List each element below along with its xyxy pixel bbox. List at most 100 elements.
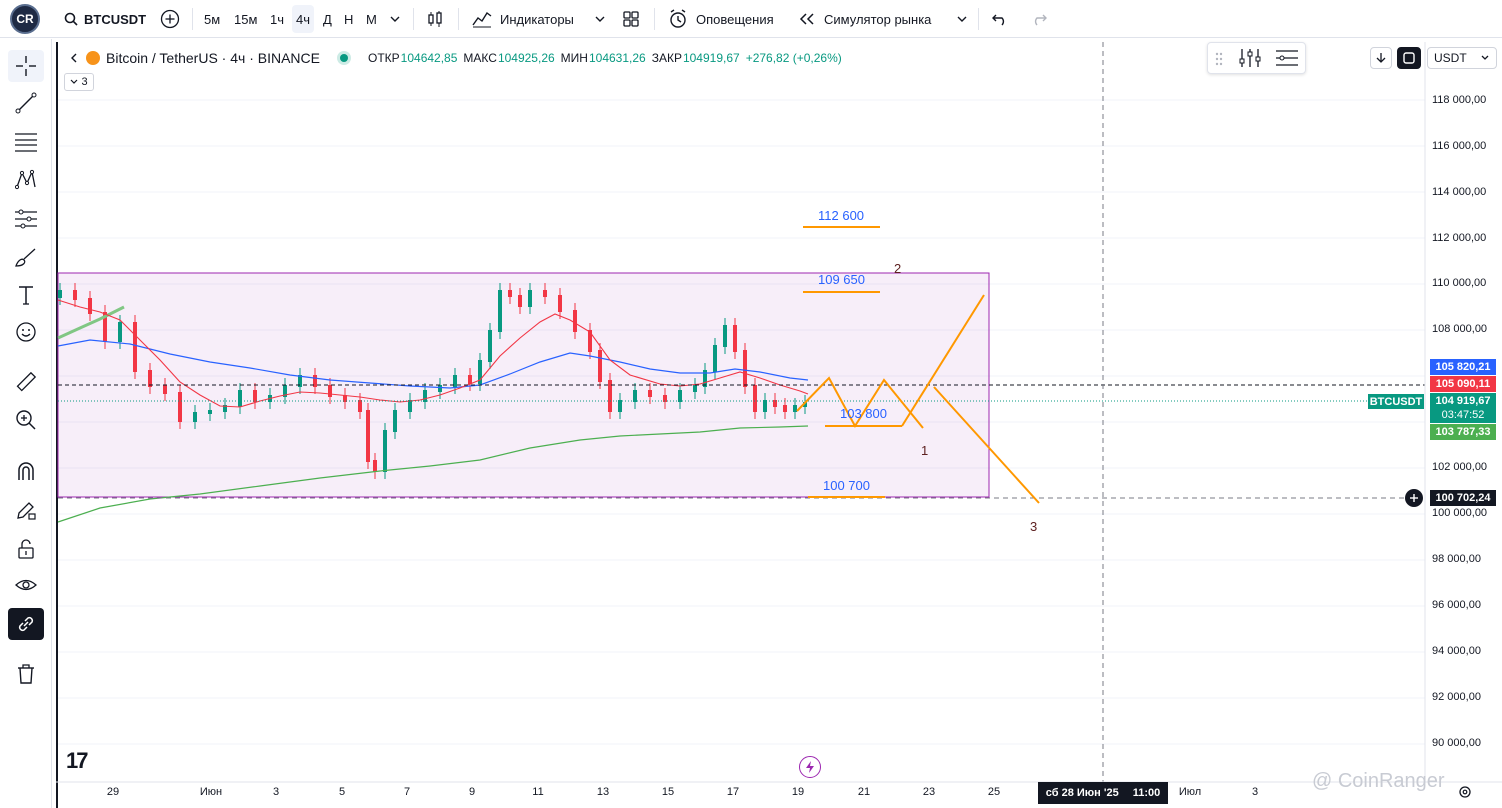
candle-body: [488, 330, 492, 362]
candle-body: [328, 385, 332, 397]
projection-path-3[interactable]: [933, 386, 1040, 504]
measure-tool[interactable]: [8, 366, 44, 398]
wave-label-2[interactable]: 2: [894, 261, 902, 276]
candle-body: [423, 390, 427, 402]
interval-5m[interactable]: 5м: [204, 11, 221, 27]
brush-tool[interactable]: [8, 241, 44, 273]
candle-body: [598, 350, 602, 382]
price-label: 98 000,00: [1432, 553, 1481, 565]
redo-button[interactable]: [1030, 0, 1048, 38]
currency-select[interactable]: USDT: [1427, 47, 1497, 69]
candle-body: [283, 385, 287, 397]
candle-body: [608, 380, 612, 412]
zoom-tool[interactable]: [8, 404, 44, 436]
candle-body: [743, 350, 747, 387]
price-label: 114 000,00: [1432, 186, 1487, 198]
close-label: ЗАКР: [651, 51, 682, 65]
level-label-112600[interactable]: 112 600: [818, 208, 865, 223]
price-label: 90 000,00: [1432, 737, 1481, 749]
ma-slow-segment: [57, 305, 125, 340]
candle-body: [618, 400, 622, 412]
indicators-button[interactable]: Индикаторы: [472, 0, 574, 38]
projection-tool[interactable]: [8, 203, 44, 235]
sync-drawings-tool[interactable]: [8, 608, 44, 640]
interval-1mo[interactable]: М: [366, 11, 377, 27]
chart-type-button[interactable]: [426, 0, 444, 38]
pattern-tool[interactable]: [8, 164, 44, 196]
legend-title[interactable]: Bitcoin / TetherUS · 4ч · BINANCE: [106, 50, 320, 66]
replay-label: Симулятор рынка: [824, 11, 932, 27]
lock-drawings-tool[interactable]: [8, 494, 44, 526]
time-label: 11: [532, 786, 544, 798]
crosshair-time-tag: сб 28 Июн '25 11:00: [1038, 782, 1168, 804]
emoji-tool[interactable]: [8, 316, 44, 348]
drag-handle-icon[interactable]: [1214, 51, 1224, 67]
projection-path[interactable]: [796, 376, 924, 429]
interval-4h[interactable]: 4ч: [292, 5, 315, 33]
interval-1d[interactable]: Д: [323, 11, 332, 27]
symbol-search[interactable]: BTCUSDT: [64, 0, 146, 38]
trend-line-tool[interactable]: [8, 87, 44, 119]
lock-all-tool[interactable]: [8, 533, 44, 565]
crosshair-icon: [16, 56, 36, 76]
candle-body: [753, 385, 757, 412]
events-button[interactable]: [799, 756, 821, 778]
ma-fast-price-tag: 105 090,11: [1430, 376, 1496, 392]
text-tool[interactable]: [8, 279, 44, 311]
wave-label-3[interactable]: 3: [1030, 519, 1038, 534]
projection-path-2[interactable]: [901, 294, 985, 427]
candle-body: [573, 310, 577, 332]
market-status-dot: [340, 54, 348, 62]
grid-icon: [623, 11, 639, 27]
time-label: 21: [857, 786, 871, 798]
gear-icon: [1459, 786, 1471, 798]
replay-button[interactable]: Симулятор рынка: [798, 0, 931, 38]
brush-icon: [15, 248, 36, 267]
candle-body: [343, 395, 347, 402]
replay-dropdown[interactable]: [956, 0, 968, 38]
level-label-103800[interactable]: 103 800: [840, 406, 887, 421]
price-label: 116 000,00: [1432, 140, 1487, 152]
time-label: 17: [726, 786, 740, 798]
text-icon: [19, 286, 33, 305]
scroll-to-realtime-button[interactable]: [1370, 47, 1392, 69]
settings-sliders-icon[interactable]: [1238, 47, 1262, 69]
user-avatar[interactable]: CR: [10, 4, 40, 34]
level-label-100700[interactable]: 100 700: [823, 478, 870, 493]
fib-tool[interactable]: [8, 126, 44, 158]
zoom-in-icon: [16, 410, 36, 430]
wave-label-1[interactable]: 1: [921, 443, 929, 458]
crosshair-tool[interactable]: [8, 50, 44, 82]
alerts-button[interactable]: Оповещения: [668, 0, 774, 38]
level-label-109650[interactable]: 109 650: [818, 272, 865, 287]
add-alert-button[interactable]: [1405, 489, 1423, 507]
indicators-dropdown[interactable]: [594, 0, 606, 38]
magnet-tool[interactable]: [8, 455, 44, 487]
interval-15m[interactable]: 15м: [234, 11, 258, 27]
candle-body: [678, 390, 682, 402]
interval-1w[interactable]: Н: [344, 11, 354, 27]
coin-logo: [86, 51, 100, 65]
tradingview-logo[interactable]: 17: [66, 748, 89, 773]
time-label: Июн: [199, 786, 223, 798]
ma-slow-price-tag: 103 787,33: [1430, 424, 1496, 440]
remove-drawings-tool[interactable]: [8, 658, 44, 690]
undo-button[interactable]: [991, 0, 1009, 38]
time-axis-settings-button[interactable]: [1457, 784, 1473, 800]
interval-dropdown[interactable]: [389, 0, 401, 38]
candle-body: [528, 290, 532, 307]
candle-body: [253, 390, 257, 402]
layouts-button[interactable]: [622, 0, 640, 38]
candles-icon: [428, 11, 442, 27]
candle-body: [588, 330, 592, 352]
indicators-toggle[interactable]: 3: [64, 73, 94, 91]
collapse-legend-icon[interactable]: [68, 52, 80, 64]
interval-1h[interactable]: 1ч: [270, 11, 285, 27]
compare-symbol-button[interactable]: [160, 0, 180, 38]
hide-drawings-tool[interactable]: [8, 569, 44, 601]
legend-title-row: Bitcoin / TetherUS · 4ч · BINANCE: [68, 48, 348, 68]
candle-body: [383, 430, 387, 472]
object-tree-icon[interactable]: [1274, 47, 1300, 69]
fullscreen-button[interactable]: [1397, 47, 1421, 69]
